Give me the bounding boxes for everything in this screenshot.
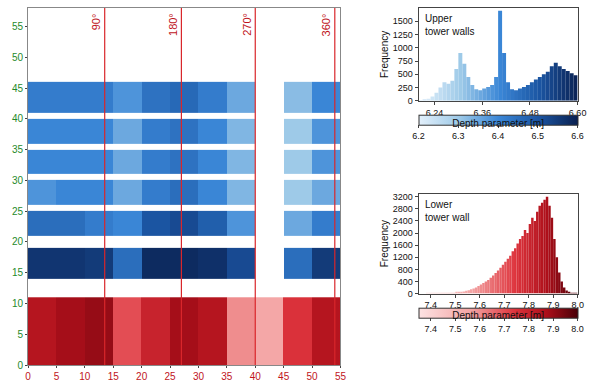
svg-text:1200: 1200 bbox=[393, 252, 413, 262]
svg-text:6.36: 6.36 bbox=[473, 108, 491, 118]
svg-text:40: 40 bbox=[12, 113, 24, 124]
svg-text:5: 5 bbox=[17, 329, 23, 340]
svg-text:7.8: 7.8 bbox=[522, 300, 535, 310]
svg-text:35: 35 bbox=[12, 144, 24, 155]
svg-text:0: 0 bbox=[408, 289, 413, 299]
svg-text:7.7: 7.7 bbox=[498, 300, 511, 310]
svg-text:55: 55 bbox=[335, 371, 347, 382]
svg-text:360°: 360° bbox=[320, 14, 332, 37]
svg-text:Depth parameter [m]: Depth parameter [m] bbox=[452, 118, 544, 129]
svg-text:6.5: 6.5 bbox=[532, 131, 545, 141]
svg-text:10: 10 bbox=[79, 371, 91, 382]
svg-text:15: 15 bbox=[108, 371, 120, 382]
svg-text:45: 45 bbox=[278, 371, 290, 382]
svg-text:25: 25 bbox=[12, 206, 24, 217]
svg-text:55: 55 bbox=[12, 21, 24, 32]
svg-text:0: 0 bbox=[408, 96, 413, 106]
svg-text:800: 800 bbox=[398, 265, 413, 275]
svg-text:6.3: 6.3 bbox=[452, 131, 465, 141]
svg-text:1250: 1250 bbox=[393, 30, 413, 40]
svg-text:7.4: 7.4 bbox=[425, 324, 438, 334]
svg-text:8.0: 8.0 bbox=[571, 324, 584, 334]
svg-text:1600: 1600 bbox=[393, 240, 413, 250]
svg-text:25: 25 bbox=[164, 371, 176, 382]
svg-text:5: 5 bbox=[54, 371, 60, 382]
svg-text:750: 750 bbox=[398, 56, 413, 66]
svg-text:7.5: 7.5 bbox=[449, 300, 462, 310]
svg-text:2800: 2800 bbox=[393, 204, 413, 214]
svg-text:50: 50 bbox=[12, 52, 24, 63]
svg-text:7.7: 7.7 bbox=[498, 324, 511, 334]
svg-text:7.4: 7.4 bbox=[425, 300, 438, 310]
svg-text:3200: 3200 bbox=[393, 192, 413, 202]
svg-text:Depth parameter [m]: Depth parameter [m] bbox=[452, 310, 544, 321]
svg-text:1500: 1500 bbox=[393, 16, 413, 26]
svg-text:Lowertower wall: Lowertower wall bbox=[425, 199, 469, 223]
svg-text:7.9: 7.9 bbox=[547, 324, 560, 334]
svg-text:500: 500 bbox=[398, 69, 413, 79]
svg-text:40: 40 bbox=[250, 371, 262, 382]
svg-text:7.9: 7.9 bbox=[547, 300, 560, 310]
svg-text:400: 400 bbox=[398, 277, 413, 287]
svg-text:15: 15 bbox=[12, 267, 24, 278]
svg-text:6.2: 6.2 bbox=[412, 131, 425, 141]
svg-text:1000: 1000 bbox=[393, 43, 413, 53]
svg-text:250: 250 bbox=[398, 83, 413, 93]
svg-text:270°: 270° bbox=[241, 13, 253, 36]
svg-text:7.6: 7.6 bbox=[474, 324, 487, 334]
svg-text:2000: 2000 bbox=[393, 228, 413, 238]
svg-text:7.6: 7.6 bbox=[474, 300, 487, 310]
svg-text:90°: 90° bbox=[90, 14, 102, 31]
svg-text:30: 30 bbox=[12, 175, 24, 186]
svg-text:6.4: 6.4 bbox=[492, 131, 505, 141]
svg-text:45: 45 bbox=[12, 83, 24, 94]
svg-text:6.6: 6.6 bbox=[571, 131, 584, 141]
svg-text:7.8: 7.8 bbox=[522, 324, 535, 334]
svg-text:8.0: 8.0 bbox=[571, 300, 584, 310]
svg-text:6.60: 6.60 bbox=[569, 108, 587, 118]
svg-text:0: 0 bbox=[25, 371, 31, 382]
svg-text:50: 50 bbox=[307, 371, 319, 382]
svg-text:6.48: 6.48 bbox=[521, 108, 539, 118]
svg-text:7.5: 7.5 bbox=[449, 324, 462, 334]
svg-text:0: 0 bbox=[17, 360, 23, 371]
svg-text:Frequency: Frequency bbox=[379, 31, 390, 78]
svg-text:180°: 180° bbox=[167, 13, 179, 36]
svg-text:35: 35 bbox=[221, 371, 233, 382]
svg-text:20: 20 bbox=[12, 236, 24, 247]
svg-text:Frequency: Frequency bbox=[379, 220, 390, 267]
svg-text:20: 20 bbox=[136, 371, 148, 382]
svg-text:Uppertower walls: Uppertower walls bbox=[425, 13, 474, 37]
svg-text:10: 10 bbox=[12, 298, 24, 309]
svg-text:2400: 2400 bbox=[393, 216, 413, 226]
svg-text:30: 30 bbox=[193, 371, 205, 382]
svg-text:6.24: 6.24 bbox=[426, 108, 444, 118]
